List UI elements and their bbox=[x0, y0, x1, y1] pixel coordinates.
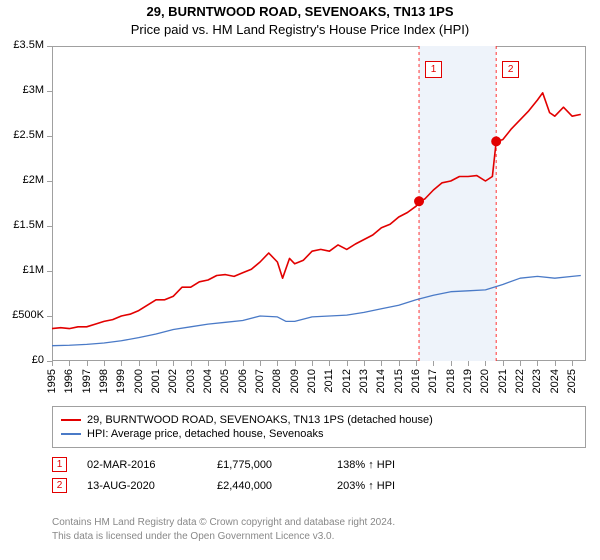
x-tick-label: 2000 bbox=[133, 369, 145, 393]
legend-label: HPI: Average price, detached house, Seve… bbox=[87, 428, 323, 440]
sales-table: 1 02-MAR-2016 £1,775,000 138% ↑ HPI 2 13-AUG-… bbox=[52, 454, 395, 496]
x-tick-label: 2010 bbox=[306, 369, 318, 393]
sale-date: 13-AUG-2020 bbox=[87, 480, 197, 492]
x-tick-label: 2011 bbox=[323, 369, 335, 393]
legend-item: HPI: Average price, detached house, Seve… bbox=[61, 427, 577, 441]
x-tick-label: 1999 bbox=[115, 369, 127, 393]
x-tick-label: 2018 bbox=[445, 369, 457, 393]
x-tick-label: 2025 bbox=[566, 369, 578, 393]
y-tick-label: £1M bbox=[0, 264, 44, 276]
x-tick-label: 2002 bbox=[167, 369, 179, 393]
y-tick-label: £2M bbox=[0, 174, 44, 186]
x-tick-label: 2022 bbox=[514, 369, 526, 393]
attrib-line1: Contains HM Land Registry data © Crown c… bbox=[52, 516, 395, 530]
attribution-text: Contains HM Land Registry data © Crown c… bbox=[52, 516, 395, 543]
sale-index-box: 1 bbox=[52, 457, 67, 472]
legend-item: 29, BURNTWOOD ROAD, SEVENOAKS, TN13 1PS … bbox=[61, 413, 577, 427]
sale-row: 2 13-AUG-2020 £2,440,000 203% ↑ HPI bbox=[52, 475, 395, 496]
x-tick-label: 2013 bbox=[358, 369, 370, 393]
x-tick-label: 1997 bbox=[81, 369, 93, 393]
x-tick-label: 2001 bbox=[150, 369, 162, 393]
x-tick-label: 1996 bbox=[63, 369, 75, 393]
x-tick-label: 2016 bbox=[410, 369, 422, 393]
x-tick-label: 2007 bbox=[254, 369, 266, 393]
sale-pct: 203% ↑ HPI bbox=[337, 480, 395, 492]
legend-swatch bbox=[61, 433, 81, 435]
sale-price: £2,440,000 bbox=[217, 480, 317, 492]
x-tick-label: 2019 bbox=[462, 369, 474, 393]
x-tick-label: 1995 bbox=[46, 369, 58, 393]
sale-row: 1 02-MAR-2016 £1,775,000 138% ↑ HPI bbox=[52, 454, 395, 475]
y-tick-label: £1.5M bbox=[0, 219, 44, 231]
x-tick-label: 1998 bbox=[98, 369, 110, 393]
x-tick-label: 2004 bbox=[202, 369, 214, 393]
x-tick-label: 2009 bbox=[289, 369, 301, 393]
x-tick-label: 2006 bbox=[237, 369, 249, 393]
legend-swatch bbox=[61, 419, 81, 421]
sale-marker-badge: 2 bbox=[502, 61, 519, 78]
attrib-line2: This data is licensed under the Open Gov… bbox=[52, 530, 395, 544]
y-tick-label: £3M bbox=[0, 84, 44, 96]
x-tick-label: 2020 bbox=[479, 369, 491, 393]
legend-label: 29, BURNTWOOD ROAD, SEVENOAKS, TN13 1PS … bbox=[87, 414, 433, 426]
x-tick-label: 2008 bbox=[271, 369, 283, 393]
x-tick-label: 2023 bbox=[531, 369, 543, 393]
x-tick-label: 2012 bbox=[341, 369, 353, 393]
x-tick-label: 2014 bbox=[375, 369, 387, 393]
x-tick-label: 2015 bbox=[393, 369, 405, 393]
y-tick-label: £2.5M bbox=[0, 129, 44, 141]
y-tick-label: £3.5M bbox=[0, 39, 44, 51]
x-tick-label: 2003 bbox=[185, 369, 197, 393]
sale-price: £1,775,000 bbox=[217, 459, 317, 471]
x-tick-label: 2021 bbox=[497, 369, 509, 393]
sale-date: 02-MAR-2016 bbox=[87, 459, 197, 471]
sale-marker-badge: 1 bbox=[425, 61, 442, 78]
legend-box: 29, BURNTWOOD ROAD, SEVENOAKS, TN13 1PS … bbox=[52, 406, 586, 448]
y-tick-label: £0 bbox=[0, 354, 44, 366]
y-tick-label: £500K bbox=[0, 309, 44, 321]
sale-pct: 138% ↑ HPI bbox=[337, 459, 395, 471]
x-tick-label: 2005 bbox=[219, 369, 231, 393]
sale-index-box: 2 bbox=[52, 478, 67, 493]
x-tick-label: 2017 bbox=[427, 369, 439, 393]
x-tick-label: 2024 bbox=[549, 369, 561, 393]
